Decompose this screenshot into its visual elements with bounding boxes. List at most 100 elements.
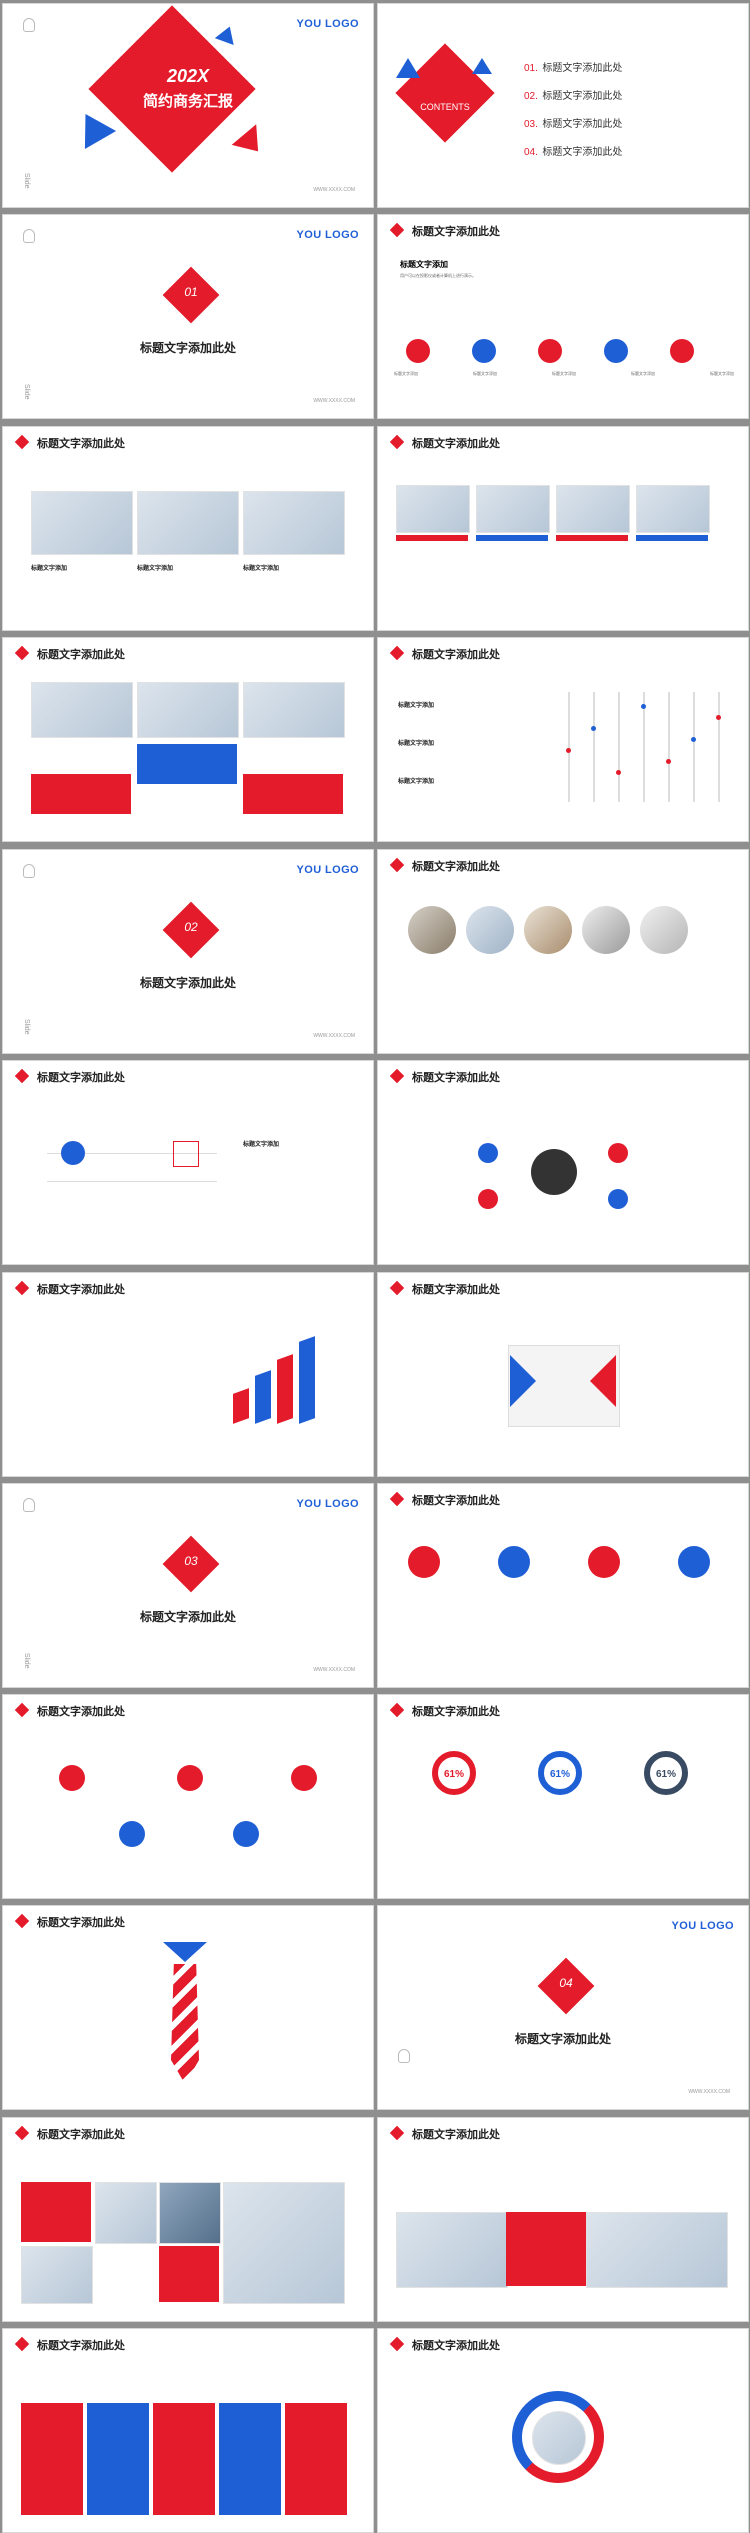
- you-logo: YOU LOGO: [296, 864, 359, 876]
- slide-icon-cards[interactable]: 标题文字添加此处: [377, 1483, 749, 1688]
- slide-timeline[interactable]: 标题文字添加此处 标题文字添加: [2, 1060, 374, 1265]
- slide-mosaic[interactable]: 标题文字添加此处: [2, 2117, 374, 2322]
- photo: [137, 491, 239, 555]
- bulb-icon: [23, 18, 35, 32]
- section-title: 标题文字添加此处: [139, 976, 236, 990]
- slide-header: 标题文字添加此处: [3, 1695, 373, 1723]
- slide-cover[interactable]: YOU LOGO 202X 简约商务汇报 WWW.XXXX.COM Slide: [2, 3, 374, 208]
- bulb-icon: [23, 1498, 35, 1512]
- slide-photos-four[interactable]: 标题文字添加此处: [377, 426, 749, 631]
- slide-header: 标题文字添加此处: [378, 1695, 748, 1723]
- icon-circle[interactable]: [406, 339, 430, 363]
- card-icon[interactable]: [588, 1546, 620, 1578]
- subheader: 标题文字添加: [400, 260, 448, 269]
- item-title: 标题文字添加: [137, 566, 174, 572]
- photo: [223, 2182, 345, 2304]
- photo-circle: [466, 906, 514, 954]
- triangle-decoration: [396, 58, 420, 78]
- slide-lollipop-chart[interactable]: 标题文字添加此处 标题文字添加 标题文字添加 标题文字添加: [377, 637, 749, 842]
- body-text: 用户可以在投影仪或者计算机上进行演示。: [400, 273, 476, 278]
- slide-hub[interactable]: 标题文字添加此处: [377, 1060, 749, 1265]
- photo: [243, 682, 345, 738]
- hub-circle: [531, 1149, 577, 1195]
- slide-contents[interactable]: CONTENTS 01. 标题文字添加此处 02. 标题文字添加此处 03. 标…: [377, 3, 749, 208]
- you-logo: YOU LOGO: [296, 229, 359, 241]
- vertical-caption: Slide: [23, 1653, 30, 1669]
- header-logo: [14, 434, 30, 450]
- photo: [159, 2182, 221, 2244]
- section-number: 02: [184, 920, 198, 934]
- header-logo: [389, 222, 405, 238]
- photo: [476, 485, 550, 533]
- slide-arrows[interactable]: 标题文字添加此处: [377, 1272, 749, 1477]
- photo: [31, 491, 133, 555]
- cover-url: WWW.XXXX.COM: [313, 187, 355, 193]
- you-logo: YOU LOGO: [296, 1498, 359, 1510]
- photo-circle: [408, 906, 456, 954]
- vertical-caption: Slide: [23, 173, 30, 189]
- slide-header: 标题文字添加此处: [3, 2118, 373, 2146]
- slide-icons-five[interactable]: 标题文字添加此处 标题文字添加 用户可以在投影仪或者计算机上进行演示。 标题文字…: [377, 214, 749, 419]
- slide-header: 标题文字添加此处: [378, 427, 748, 455]
- card-icon[interactable]: [678, 1546, 710, 1578]
- slide-header: 标题文字添加此处: [3, 638, 373, 666]
- slide-header: 标题文字添加此处: [378, 850, 748, 878]
- slide-header: 标题文字添加此处: [378, 638, 748, 666]
- icon-circle[interactable]: [670, 339, 694, 363]
- slide-section-01[interactable]: YOU LOGO 01 标题文字添加此处 WWW.XXXX.COM Slide: [2, 214, 374, 419]
- card-icon[interactable]: [498, 1546, 530, 1578]
- you-logo: YOU LOGO: [671, 1920, 734, 1932]
- item-title: 标题文字添加: [31, 566, 68, 572]
- slide-header: 标题文字添加此处: [378, 1273, 748, 1301]
- section-title: 标题文字添加此处: [139, 341, 236, 355]
- slide-network[interactable]: 标题文字添加此处: [2, 1694, 374, 1899]
- photo: [31, 682, 133, 738]
- slide-url: WWW.XXXX.COM: [688, 2089, 730, 2095]
- donut: [538, 1751, 582, 1795]
- slide-photos-three[interactable]: 标题文字添加此处 标题文字添加 标题文字添加 标题文字添加: [2, 426, 374, 631]
- section-number: 01: [184, 285, 198, 299]
- slide-url: WWW.XXXX.COM: [313, 1033, 355, 1039]
- bulb-icon: [23, 864, 35, 878]
- header-logo: [389, 1491, 405, 1507]
- timeline-node[interactable]: [61, 1141, 85, 1165]
- contents-item[interactable]: 02. 标题文字添加此处: [524, 91, 623, 102]
- cover-title: 简约商务汇报: [142, 93, 233, 110]
- item-title: 标题文字添加: [243, 566, 280, 572]
- contents-item[interactable]: 03. 标题文字添加此处: [524, 119, 623, 130]
- slide-3d-bars[interactable]: 标题文字添加此处: [2, 1272, 374, 1477]
- slide-photo-strip[interactable]: 标题文字添加此处: [377, 2117, 749, 2322]
- slide-tie-infographic[interactable]: 标题文字添加此处: [2, 1905, 374, 2110]
- slide-section-03[interactable]: YOU LOGO 03 标题文字添加此处 WWW.XXXX.COM Slide: [2, 1483, 374, 1688]
- contents-label: CONTENTS: [420, 102, 470, 112]
- contents-item[interactable]: 01. 标题文字添加此处: [524, 63, 623, 74]
- header-logo: [14, 1913, 30, 1929]
- photo: [586, 2212, 728, 2288]
- slide-photo-grid[interactable]: 标题文字添加此处: [2, 637, 374, 842]
- slide-circle-photos[interactable]: 标题文字添加此处: [377, 849, 749, 1054]
- slide-section-04[interactable]: YOU LOGO 04 标题文字添加此处 WWW.XXXX.COM: [377, 1905, 749, 2110]
- icon-circle[interactable]: [472, 339, 496, 363]
- icon-circle[interactable]: [538, 339, 562, 363]
- photo: [556, 485, 630, 533]
- header-logo: [14, 2125, 30, 2141]
- header-logo: [389, 2336, 405, 2352]
- slide-header: 标题文字添加此处: [3, 427, 373, 455]
- contents-item[interactable]: 04. 标题文字添加此处: [524, 147, 623, 158]
- you-logo: YOU LOGO: [296, 18, 359, 30]
- lollipop-group: [558, 692, 738, 812]
- slide-header: 标题文字添加此处: [3, 1906, 373, 1934]
- header-logo: [14, 1280, 30, 1296]
- card-icon[interactable]: [408, 1546, 440, 1578]
- timeline-node[interactable]: [173, 1141, 199, 1167]
- photo: [95, 2182, 157, 2244]
- icon-circle[interactable]: [604, 339, 628, 363]
- slide-section-02[interactable]: YOU LOGO 02 标题文字添加此处 WWW.XXXX.COM Slide: [2, 849, 374, 1054]
- photo: [243, 491, 345, 555]
- slide-url: WWW.XXXX.COM: [313, 398, 355, 404]
- slide-donuts[interactable]: 标题文字添加此处 61% 61% 61%: [377, 1694, 749, 1899]
- slide-five-cards[interactable]: 标题文字添加此处: [2, 2328, 374, 2533]
- slide-header: 标题文字添加此处: [378, 2329, 748, 2357]
- slide-cycle[interactable]: 标题文字添加此处: [377, 2328, 749, 2533]
